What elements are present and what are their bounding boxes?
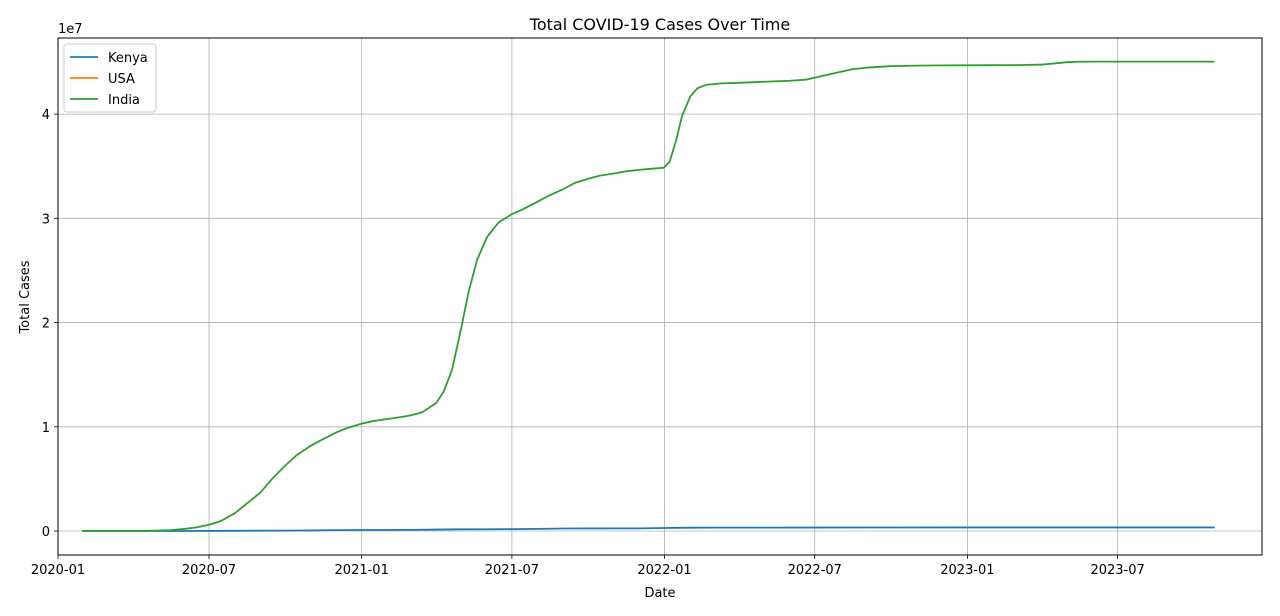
x-axis-label: Date [644, 586, 675, 601]
series-line-india [81, 60, 1215, 532]
grid-lines [57, 38, 1262, 555]
y-tick-label: 4 [42, 108, 50, 123]
x-tick-label: 2021-07 [485, 563, 539, 578]
plot-frame [57, 37, 1263, 556]
y-tick-label: 3 [42, 212, 50, 227]
legend-label-usa: USA [108, 72, 135, 87]
legend: Kenya USA India [63, 43, 157, 113]
x-tick-label: 2020-07 [182, 563, 236, 578]
y-tick-label: 0 [42, 525, 50, 540]
x-tick-label: 2023-01 [940, 563, 994, 578]
x-tick-label: 2021-01 [335, 563, 389, 578]
y-tick-label: 2 [42, 317, 50, 332]
x-tick-label: 2023-07 [1090, 563, 1144, 578]
x-tick-label: 2022-07 [788, 563, 842, 578]
x-tick-label: 2022-01 [637, 563, 691, 578]
chart-title: Total COVID-19 Cases Over Time [529, 15, 790, 34]
x-tick-label: 2020-01 [31, 563, 85, 578]
legend-box [63, 43, 157, 113]
y-tick-label: 1 [42, 421, 50, 436]
series-lines [81, 60, 1215, 532]
x-axis-ticks: 2020-01 2020-07 2021-01 2021-07 2022-01 2022-… [31, 555, 1145, 578]
legend-label-india: India [108, 93, 140, 108]
y-axis-label: Total Cases [18, 260, 33, 334]
y-axis-offset-label: 1e7 [58, 22, 83, 37]
y-axis-ticks: 0 1 2 3 4 [42, 108, 58, 540]
series-line-kenya [81, 526, 1215, 532]
legend-label-kenya: Kenya [108, 51, 148, 66]
